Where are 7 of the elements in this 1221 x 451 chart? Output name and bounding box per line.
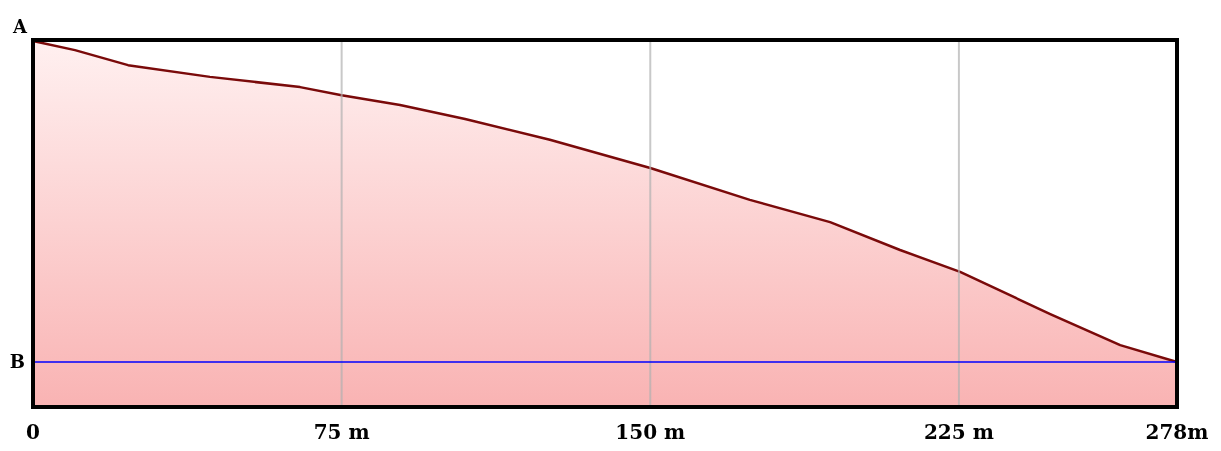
x-tick-label: 75 m bbox=[313, 420, 370, 444]
annotation: A bbox=[12, 16, 29, 37]
x-tick-label: 225 m bbox=[923, 420, 994, 444]
x-tick-label: 150 m bbox=[615, 420, 686, 444]
x-tick-label: 0 bbox=[26, 420, 40, 444]
x-tick-label: 278m bbox=[1145, 420, 1209, 444]
ref-line-label: B bbox=[9, 350, 25, 372]
